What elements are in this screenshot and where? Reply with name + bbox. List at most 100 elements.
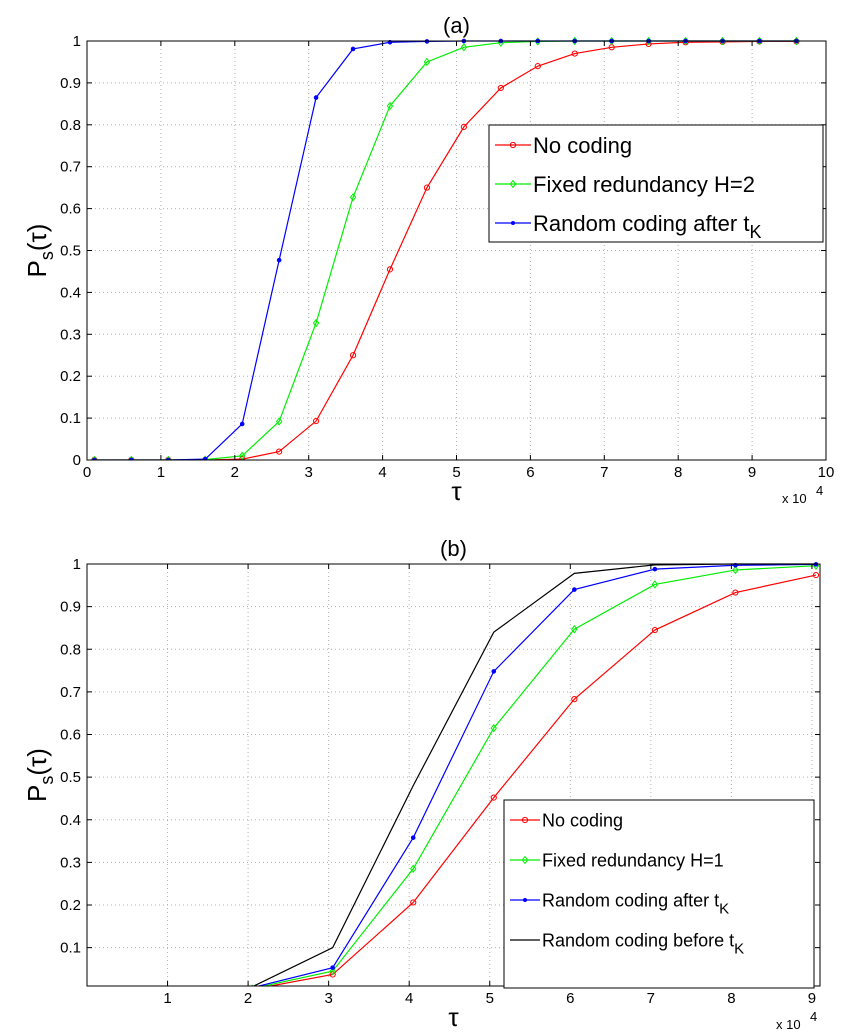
legend-label-sub: K: [734, 940, 744, 957]
chart-title: (a): [443, 13, 470, 38]
data-point: [386, 101, 394, 111]
data-point: [276, 257, 282, 263]
data-point: [571, 696, 578, 703]
axes-frame: [86, 563, 821, 987]
legend-marker: [523, 898, 527, 902]
y-axis-label: Ps(τ): [22, 748, 57, 802]
x-tick-label: 0: [83, 464, 91, 481]
y-tick-label: 0.8: [60, 117, 81, 134]
y-tick-label: 0.7: [60, 159, 81, 176]
series-line: [256, 563, 816, 986]
x-tick-label: 1: [163, 990, 171, 1007]
data-point: [350, 46, 356, 52]
x-tick-label: 9: [808, 990, 816, 1007]
x-tick-label: 5: [452, 464, 460, 481]
data-point: [460, 123, 467, 130]
data-point: [571, 50, 578, 57]
data-point: [329, 966, 336, 976]
x-tick-label: 4: [378, 464, 386, 481]
x-multiplier-exp: 4: [810, 1009, 817, 1024]
data-point: [313, 95, 319, 100]
data-point: [312, 318, 320, 328]
y-tick-label: 0.1: [60, 940, 81, 957]
data-point: [349, 352, 357, 359]
y-label-sub: s: [37, 251, 57, 260]
data-point: [410, 835, 416, 840]
data-point: [239, 456, 246, 460]
y-tick-label: 1: [73, 556, 81, 573]
legend-marker: [511, 221, 515, 225]
data-point: [349, 193, 357, 202]
legend-label-sub: K: [749, 222, 761, 242]
y-tick-label: 0: [73, 452, 81, 469]
series-2: [250, 562, 819, 986]
legend-label: Random coding after tK: [533, 211, 761, 242]
x-tick-label: 6: [566, 990, 574, 1007]
data-point: [490, 723, 498, 733]
x-tick-label: 3: [305, 464, 313, 481]
x-tick-label: 4: [405, 990, 413, 1007]
x-axis-label: τ: [451, 476, 462, 506]
x-multiplier-exp: 4: [816, 483, 823, 498]
legend-label: No coding: [533, 133, 632, 158]
data-point: [423, 57, 431, 67]
y-tick-label: 0.4: [60, 284, 81, 301]
y-tick-label: 0.1: [60, 410, 81, 427]
x-tick-label: 9: [748, 464, 756, 481]
y-tick-label: 0.8: [60, 641, 81, 658]
data-point: [410, 899, 417, 906]
legend-marker: [521, 816, 529, 824]
data-point: [312, 417, 320, 425]
y-tick-label: 1: [73, 33, 81, 50]
data-point: [202, 456, 208, 460]
data-point: [276, 448, 283, 455]
x-multiplier: x 10 4: [782, 483, 823, 506]
legend-label: Random coding after tK: [542, 890, 729, 917]
y-label-sub: s: [37, 776, 57, 785]
legend-label-main: Random coding after t: [533, 211, 749, 236]
x-multiplier: x 10 4: [776, 1009, 817, 1032]
legend-label: No coding: [542, 810, 623, 830]
data-point: [571, 624, 578, 634]
series-line: [261, 565, 817, 986]
data-point: [651, 626, 658, 634]
legend-box: [503, 799, 815, 989]
y-axis-label: Ps(τ): [22, 224, 57, 278]
x-tick-label: 3: [324, 990, 332, 1007]
data-point: [534, 63, 541, 70]
y-label-arg: (τ): [22, 748, 52, 776]
data-point: [329, 971, 336, 978]
y-tick-label: 0.3: [60, 854, 81, 871]
legend-marker: [509, 179, 517, 189]
y-label-arg: (τ): [22, 224, 52, 252]
x-tick-label: 7: [647, 990, 655, 1007]
data-point: [812, 571, 820, 579]
y-tick-label: 0.5: [60, 769, 81, 786]
y-tick-label: 0.9: [60, 75, 81, 92]
y-tick-label: 0.4: [60, 812, 81, 829]
data-point: [239, 421, 245, 427]
legend-label-main: Random coding before t: [542, 930, 734, 950]
series-line: [267, 574, 817, 986]
y-tick-label: 0.2: [60, 368, 81, 385]
data-point: [732, 589, 739, 596]
data-point: [238, 451, 246, 460]
x-axis-label: τ: [448, 1002, 459, 1032]
x-tick-label: 5: [486, 990, 494, 1007]
legend: No coding Fixed redundancy H=1 Random codi…: [503, 799, 815, 989]
chart-a: 0 1 2 3 4 5 6 7 8 9 10 0 0.1 0.2 0.3 0.4 0.5 0.6 0.7 0.8 0.9…: [22, 13, 834, 506]
x-tick-label: 8: [674, 464, 682, 481]
y-tick-label: 0.6: [60, 727, 81, 744]
legend-marker: [509, 141, 517, 149]
data-point: [651, 580, 659, 589]
x-tick-label: 8: [727, 990, 735, 1007]
data-point: [497, 84, 504, 92]
x-tick-label: 7: [600, 464, 608, 481]
legend-marker: [521, 855, 529, 865]
x-tick-label: 10: [818, 464, 835, 481]
y-label-main: P: [22, 260, 52, 277]
y-axis-label-text: Ps(τ): [22, 224, 57, 278]
series-0: [267, 571, 820, 986]
legend-box: [488, 124, 824, 243]
